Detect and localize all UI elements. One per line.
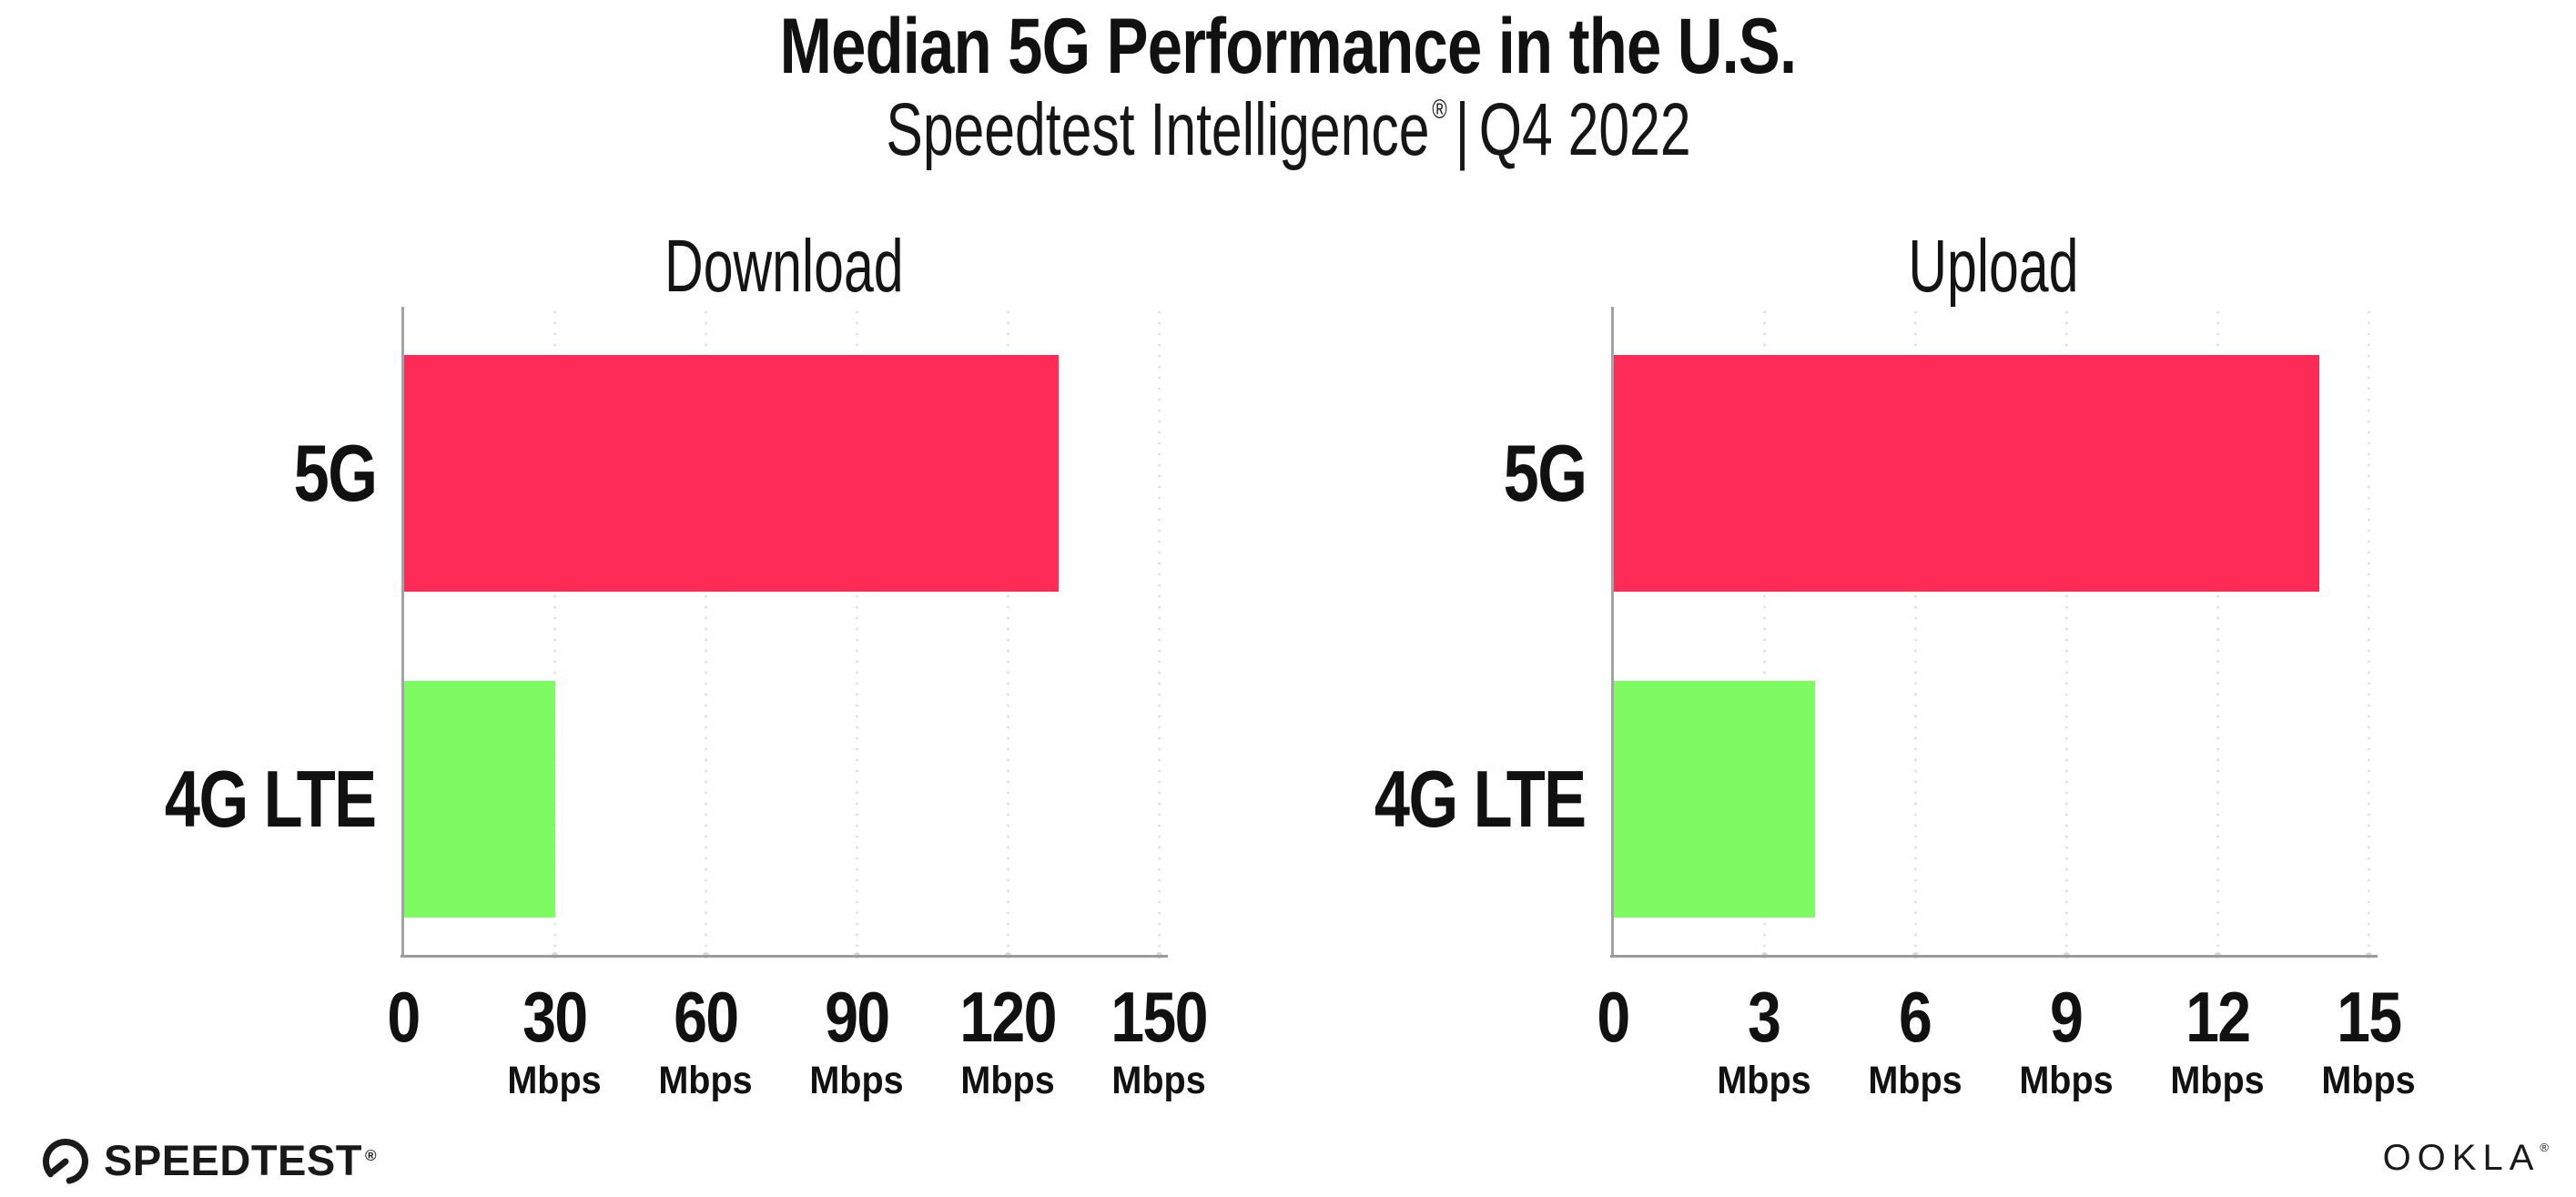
registered-mark: ® — [364, 1146, 377, 1164]
bar-5g-download — [404, 355, 1059, 592]
tick-label: 150 — [1111, 977, 1208, 1057]
page-subtitle: Speedtest Intelligence® | Q4 2022 — [0, 93, 2576, 167]
tick-label: 12 — [2185, 977, 2251, 1057]
tick-label: 6 — [1899, 977, 1932, 1057]
ookla-wordmark: OOKLA® — [2382, 1138, 2549, 1178]
tick-label: 0 — [387, 977, 421, 1057]
tick-unit: Mbps — [2019, 1059, 2114, 1102]
y-axis — [401, 307, 404, 958]
y-axis — [1611, 307, 1614, 958]
tick-label: 90 — [824, 977, 890, 1057]
bar-4g-lte-upload — [1614, 681, 1815, 918]
tick-label: 30 — [522, 977, 588, 1057]
tick-label: 3 — [1748, 977, 1781, 1057]
bar-4g-lte-download — [404, 681, 555, 918]
tick-unit: Mbps — [960, 1059, 1055, 1102]
category-label-5g: 5G — [293, 428, 377, 518]
tick-label: 9 — [2050, 977, 2084, 1057]
tick-unit: Mbps — [658, 1059, 753, 1102]
tick-unit: Mbps — [809, 1059, 904, 1102]
upload-chart-title: Upload — [1908, 225, 2079, 308]
registered-mark: ® — [2540, 1141, 2549, 1154]
tick-unit: Mbps — [2321, 1059, 2416, 1102]
registered-mark: ® — [1431, 95, 1447, 125]
category-label-4g-lte: 4G LTE — [1374, 754, 1587, 844]
speedtest-gauge-icon — [40, 1134, 91, 1185]
x-axis — [401, 955, 1168, 958]
category-label-4g-lte: 4G LTE — [165, 754, 377, 844]
tick-label: 120 — [959, 977, 1057, 1057]
tick-unit: Mbps — [1868, 1059, 1962, 1102]
speedtest-logo: SPEEDTEST ® — [40, 1134, 377, 1185]
tick-unit: Mbps — [507, 1059, 602, 1102]
subtitle-separator: | — [1455, 88, 1469, 171]
x-axis — [1610, 955, 2378, 958]
bar-5g-upload — [1614, 355, 2319, 592]
tick-unit: Mbps — [1111, 1059, 1206, 1102]
gridline — [2366, 307, 2372, 959]
tick-unit: Mbps — [1717, 1059, 1811, 1102]
page-title: Median 5G Performance in the U.S. — [779, 3, 1798, 90]
tick-label: 15 — [2336, 977, 2402, 1057]
tick-unit: Mbps — [2170, 1059, 2265, 1102]
subtitle-brand: Speedtest Intelligence — [885, 88, 1429, 171]
speedtest-wordmark: SPEEDTEST ® — [104, 1135, 377, 1184]
subtitle-period: Q4 2022 — [1478, 88, 1691, 171]
tick-label: 60 — [673, 977, 739, 1057]
tick-label: 0 — [1597, 977, 1630, 1057]
download-chart-title: Download — [664, 225, 904, 308]
category-label-5g: 5G — [1503, 428, 1587, 518]
